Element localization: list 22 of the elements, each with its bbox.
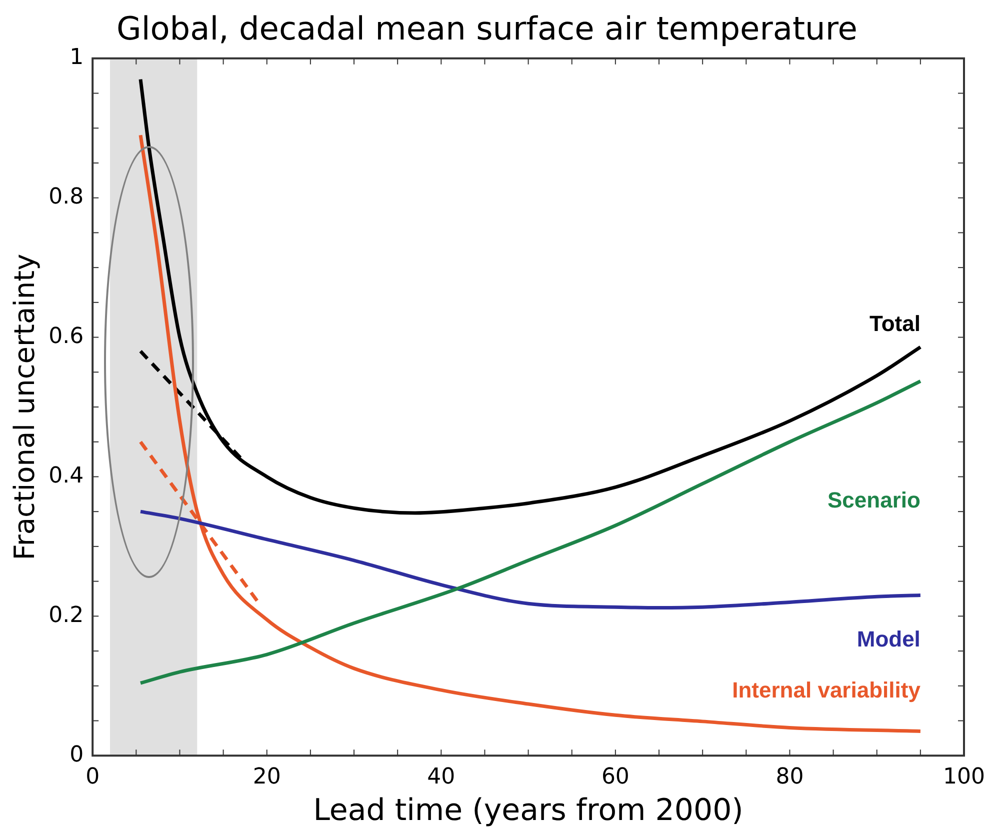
line-series [138,510,922,610]
line-series [138,133,922,733]
y-axis-title: Fractional uncertainty [8,254,42,560]
text: Scenario [827,487,920,512]
x-tick-label: 20 [252,764,281,790]
x-tick-label: 40 [427,764,456,790]
x-axis-title: Lead time (years from 2000) [313,792,744,828]
y-tick-label: 0.8 [48,184,84,210]
y-tick-label: 0.2 [48,602,84,628]
series-label: Internal variability [732,677,922,702]
series-label: Total [870,311,920,336]
line-series [138,78,922,515]
series-label: Model [856,626,920,652]
y-tick-label: 0 [70,742,84,768]
chart-title: Global, decadal mean surface air temperature [116,10,858,48]
y-tick-label: 0.4 [48,463,84,488]
y-tick-label: 1 [70,45,84,70]
x-tick-label: 60 [601,764,630,790]
x-tick-label: 100 [943,764,986,790]
x-tick-label: 80 [776,764,804,790]
x-tick-label: 0 [86,764,100,790]
y-tick-label: 0.6 [48,324,84,349]
